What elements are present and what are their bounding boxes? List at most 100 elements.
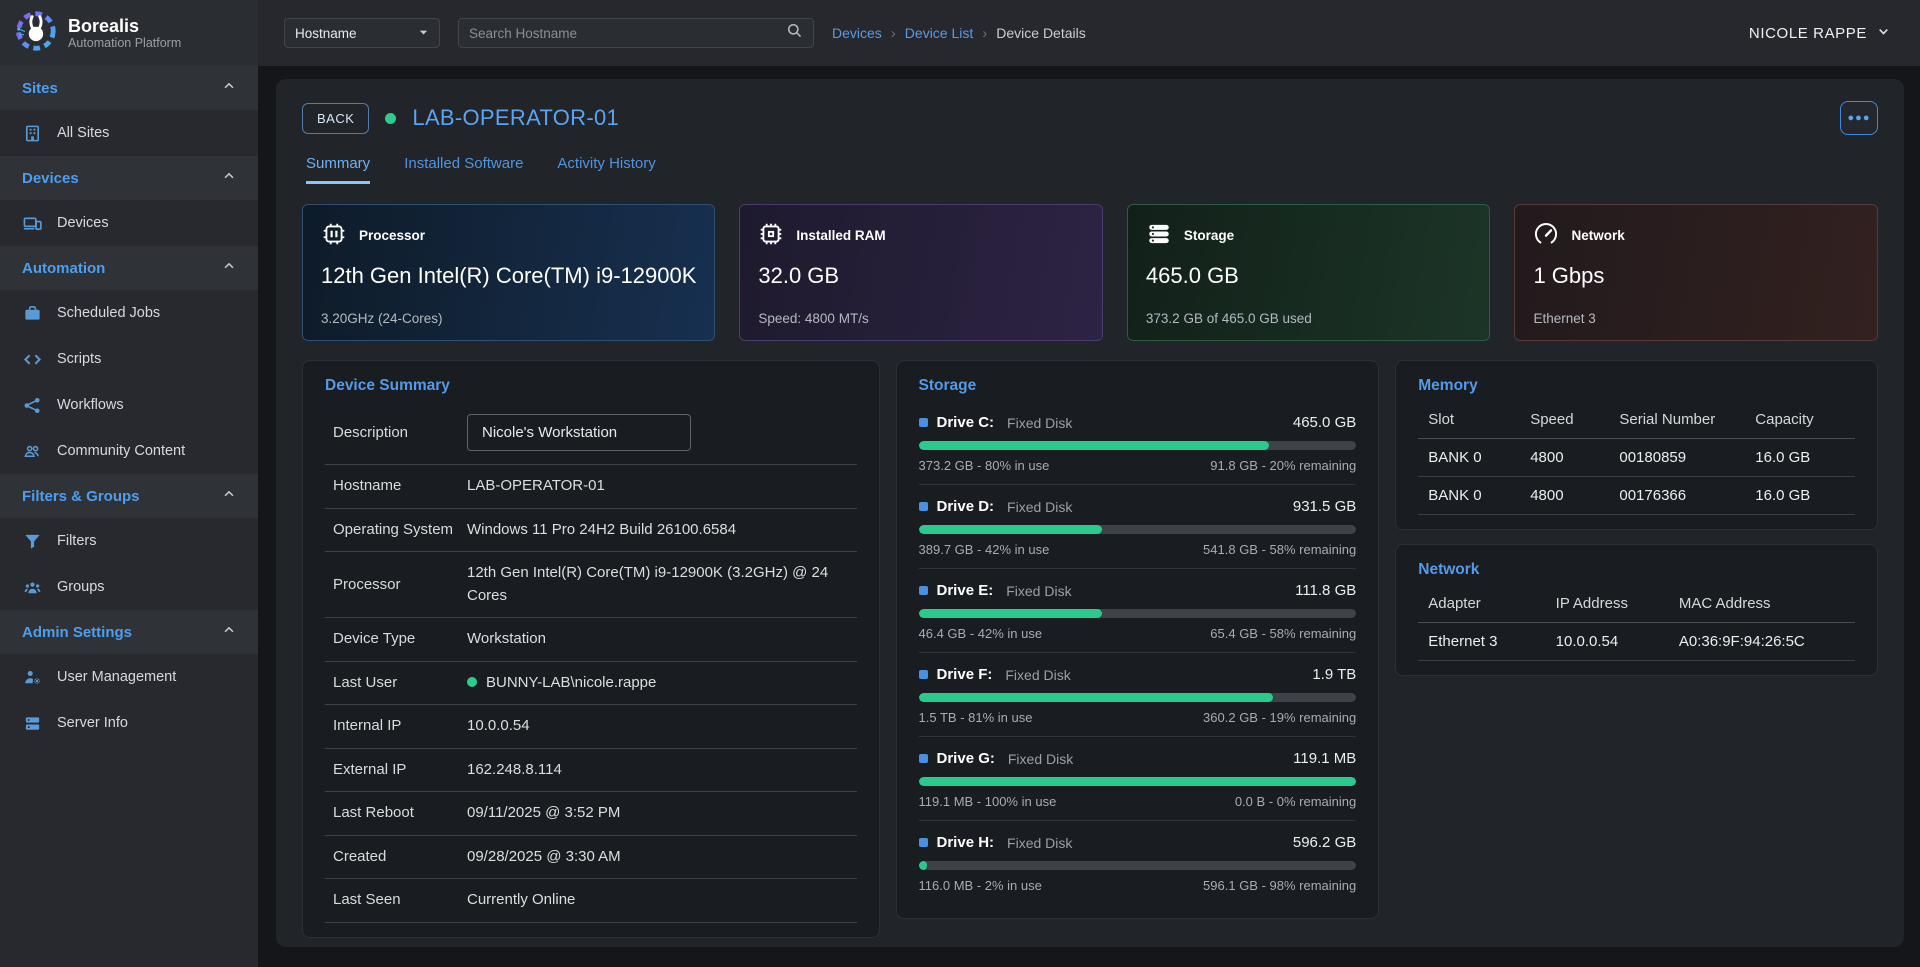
memory-row: BANK 0 4800 00176366 16.0 GB — [1418, 477, 1855, 515]
cpu-icon — [321, 221, 347, 250]
device-details-panel: BACK LAB-OPERATOR-01 ●●● Summary Install… — [276, 79, 1904, 947]
summary-row-internal-ip: Internal IP 10.0.0.54 — [325, 705, 857, 749]
card-value: 1 Gbps — [1533, 263, 1605, 288]
card-subtext: 3.20GHz (24-Cores) — [321, 311, 443, 326]
drive-row-c: Drive C: Fixed Disk 465.0 GB 373.2 GB - … — [918, 401, 1357, 485]
cell-serial: 00176366 — [1619, 487, 1687, 504]
more-options-button[interactable]: ●●● — [1840, 101, 1878, 135]
sidebar-item-all-sites[interactable]: All Sites — [0, 110, 258, 156]
sidebar-item-filters[interactable]: Filters — [0, 518, 258, 564]
sidebar-section-devices[interactable]: Devices — [0, 156, 258, 200]
row-value: Currently Online — [467, 891, 576, 908]
cell-adapter: Ethernet 3 — [1428, 633, 1498, 650]
memory-title: Memory — [1418, 377, 1478, 394]
sidebar-item-scheduled-jobs[interactable]: Scheduled Jobs — [0, 290, 258, 336]
sidebar-section-sites[interactable]: Sites — [0, 66, 258, 110]
processor-card: Processor 12th Gen Intel(R) Core(TM) i9-… — [302, 204, 716, 341]
drive-used-text: 119.1 MB - 100% in use — [918, 794, 1057, 809]
drive-name: Drive H: — [936, 834, 995, 851]
sidebar-section-admin-settings[interactable]: Admin Settings — [0, 610, 258, 654]
drive-usage-bar — [918, 441, 1357, 450]
drive-size: 931.5 GB — [1292, 498, 1357, 515]
device-summary-panel: Device Summary Description Hostname LAB-… — [302, 360, 880, 938]
cell-ip: 10.0.0.54 — [1555, 633, 1619, 650]
chevron-up-icon — [222, 169, 236, 187]
search-box[interactable] — [458, 18, 814, 48]
drive-row-d: Drive D: Fixed Disk 931.5 GB 389.7 GB - … — [918, 485, 1357, 569]
user-online-dot — [467, 676, 477, 687]
sidebar-item-devices[interactable]: Devices — [0, 200, 258, 246]
code-icon — [22, 349, 42, 369]
back-button[interactable]: BACK — [302, 102, 370, 134]
ram-icon — [758, 221, 784, 250]
device-title: LAB-OPERATOR-01 — [412, 105, 620, 130]
section-label: Devices — [22, 169, 79, 187]
sidebar-spacer — [0, 746, 258, 967]
user-menu[interactable]: NICOLE RAPPE — [1749, 25, 1890, 42]
row-label: Created — [333, 847, 387, 865]
drive-usage-bar — [918, 777, 1357, 786]
row-value: BUNNY-LAB\nicole.rappe — [467, 672, 845, 695]
drive-row-e: Drive E: Fixed Disk 111.8 GB 46.4 GB - 4… — [918, 569, 1357, 653]
borealis-logo-icon — [12, 8, 58, 59]
tab-installed-software[interactable]: Installed Software — [404, 155, 524, 172]
storage-title: Storage — [918, 377, 977, 394]
summary-row-external-ip: External IP 162.248.8.114 — [325, 749, 857, 792]
search-icon[interactable] — [786, 22, 803, 44]
drive-name: Drive D: — [936, 498, 995, 515]
breadcrumb-device-list[interactable]: Device List — [904, 25, 974, 41]
drive-row-g: Drive G: Fixed Disk 119.1 MB 119.1 MB - … — [918, 737, 1357, 821]
sidebar-section-filters-groups[interactable]: Filters & Groups — [0, 474, 258, 518]
funnel-icon — [22, 531, 42, 551]
storage-panel: Storage Drive C: Fixed Disk 465.0 GB 373… — [895, 360, 1380, 919]
drive-size: 119.1 MB — [1293, 750, 1357, 767]
card-label: Processor — [359, 228, 426, 243]
hostname-filter-select[interactable]: Hostname — [284, 18, 440, 48]
sidebar-item-community-content[interactable]: Community Content — [0, 428, 258, 474]
tab-activity-history[interactable]: Activity History — [557, 155, 656, 172]
row-value: Windows 11 Pro 24H2 Build 26100.6584 — [467, 520, 737, 538]
breadcrumb-device-details: Device Details — [996, 25, 1086, 41]
sidebar-item-label: Server Info — [57, 715, 128, 731]
storage-card: Storage 465.0 GB 373.2 GB of 465.0 GB us… — [1126, 204, 1491, 341]
search-input[interactable] — [469, 25, 786, 41]
drive-usage-fill — [918, 777, 1357, 786]
tab-summary[interactable]: Summary — [306, 155, 371, 184]
drive-size: 596.2 GB — [1292, 834, 1357, 851]
sidebar-item-workflows[interactable]: Workflows — [0, 382, 258, 428]
sidebar-item-server-info[interactable]: Server Info — [0, 700, 258, 746]
summary-row-last-reboot: Last Reboot 09/11/2025 @ 3:52 PM — [325, 792, 857, 836]
card-value: 32.0 GB — [758, 263, 840, 288]
summary-row-os: Operating System Windows 11 Pro 24H2 Bui… — [325, 509, 857, 552]
summary-row-processor: Processor 12th Gen Intel(R) Core(TM) i9-… — [325, 552, 857, 618]
sidebar-item-user-management[interactable]: User Management — [0, 654, 258, 700]
sidebar-section-automation[interactable]: Automation — [0, 246, 258, 290]
drive-usage-fill — [918, 525, 1103, 534]
cell-speed: 4800 — [1530, 449, 1564, 466]
drive-row-h: Drive H: Fixed Disk 596.2 GB 116.0 MB - … — [918, 821, 1357, 904]
building-icon — [22, 123, 42, 143]
section-label: Sites — [22, 79, 58, 97]
drive-type: Fixed Disk — [1006, 582, 1072, 599]
description-input[interactable] — [467, 414, 691, 451]
main-area: Hostname Devices › Device List › Device … — [258, 0, 1920, 967]
sidebar: Borealis Automation Platform Sites All S… — [0, 0, 258, 967]
sidebar-item-label: Filters — [57, 533, 97, 549]
drive-bullet-icon — [918, 838, 928, 847]
drive-usage-fill — [918, 693, 1274, 702]
drive-used-text: 373.2 GB - 80% in use — [918, 458, 1050, 473]
sidebar-item-groups[interactable]: Groups — [0, 564, 258, 610]
network-card: Network 1 Gbps Ethernet 3 — [1514, 204, 1878, 341]
breadcrumb-separator: › — [982, 24, 988, 42]
section-label: Automation — [22, 259, 106, 277]
summary-row-last-user: Last User BUNNY-LAB\nicole.rappe — [325, 662, 857, 705]
breadcrumb-devices[interactable]: Devices — [832, 25, 882, 41]
drive-type: Fixed Disk — [1005, 666, 1071, 683]
drive-name: Drive C: — [936, 414, 995, 431]
briefcase-icon — [22, 303, 42, 323]
cell-slot: BANK 0 — [1428, 487, 1482, 504]
sidebar-item-scripts[interactable]: Scripts — [0, 336, 258, 382]
sidebar-item-label: Community Content — [57, 443, 186, 459]
drive-usage-bar — [918, 693, 1357, 702]
brand: Borealis Automation Platform — [0, 0, 258, 66]
